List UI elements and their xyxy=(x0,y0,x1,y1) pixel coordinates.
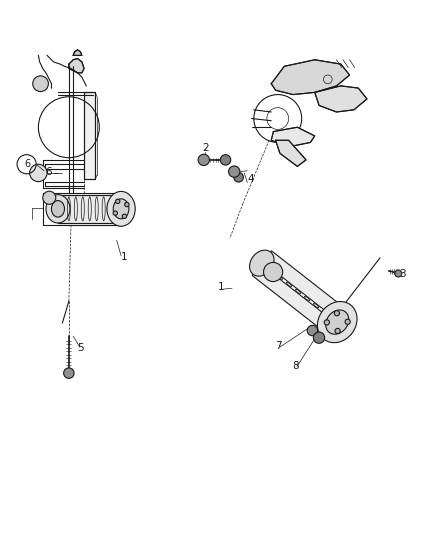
Circle shape xyxy=(198,154,209,166)
Text: 3: 3 xyxy=(399,269,406,279)
Ellipse shape xyxy=(46,195,70,223)
Polygon shape xyxy=(69,59,84,73)
Ellipse shape xyxy=(113,199,129,219)
Polygon shape xyxy=(271,127,315,147)
Circle shape xyxy=(33,76,48,92)
Circle shape xyxy=(307,325,318,336)
Circle shape xyxy=(234,173,244,182)
Circle shape xyxy=(313,332,325,343)
Ellipse shape xyxy=(51,200,64,217)
Circle shape xyxy=(345,319,350,325)
Circle shape xyxy=(264,262,283,281)
Ellipse shape xyxy=(318,302,357,343)
Text: 6: 6 xyxy=(24,159,30,169)
Text: 1: 1 xyxy=(218,282,224,293)
Circle shape xyxy=(229,166,240,177)
Text: 7: 7 xyxy=(275,341,281,351)
Ellipse shape xyxy=(107,191,135,226)
Polygon shape xyxy=(73,50,82,55)
Circle shape xyxy=(395,270,402,277)
Text: 8: 8 xyxy=(292,361,299,371)
Text: 5: 5 xyxy=(78,343,84,353)
Polygon shape xyxy=(271,60,350,94)
Text: 6: 6 xyxy=(45,167,52,177)
Polygon shape xyxy=(276,140,306,166)
Circle shape xyxy=(220,155,231,165)
Text: 4: 4 xyxy=(247,174,254,184)
Circle shape xyxy=(113,211,117,215)
Polygon shape xyxy=(252,251,347,334)
Ellipse shape xyxy=(250,250,274,276)
Circle shape xyxy=(324,320,329,325)
Circle shape xyxy=(122,214,127,219)
Circle shape xyxy=(335,328,340,334)
Circle shape xyxy=(334,311,339,316)
Text: 1: 1 xyxy=(121,252,128,262)
Circle shape xyxy=(64,368,74,378)
Text: 2: 2 xyxy=(202,143,209,153)
Circle shape xyxy=(125,203,129,207)
Polygon shape xyxy=(315,86,367,112)
Circle shape xyxy=(43,191,56,204)
Polygon shape xyxy=(84,92,95,180)
Circle shape xyxy=(30,164,47,182)
Circle shape xyxy=(116,199,120,204)
Polygon shape xyxy=(58,195,115,223)
Ellipse shape xyxy=(326,310,349,334)
